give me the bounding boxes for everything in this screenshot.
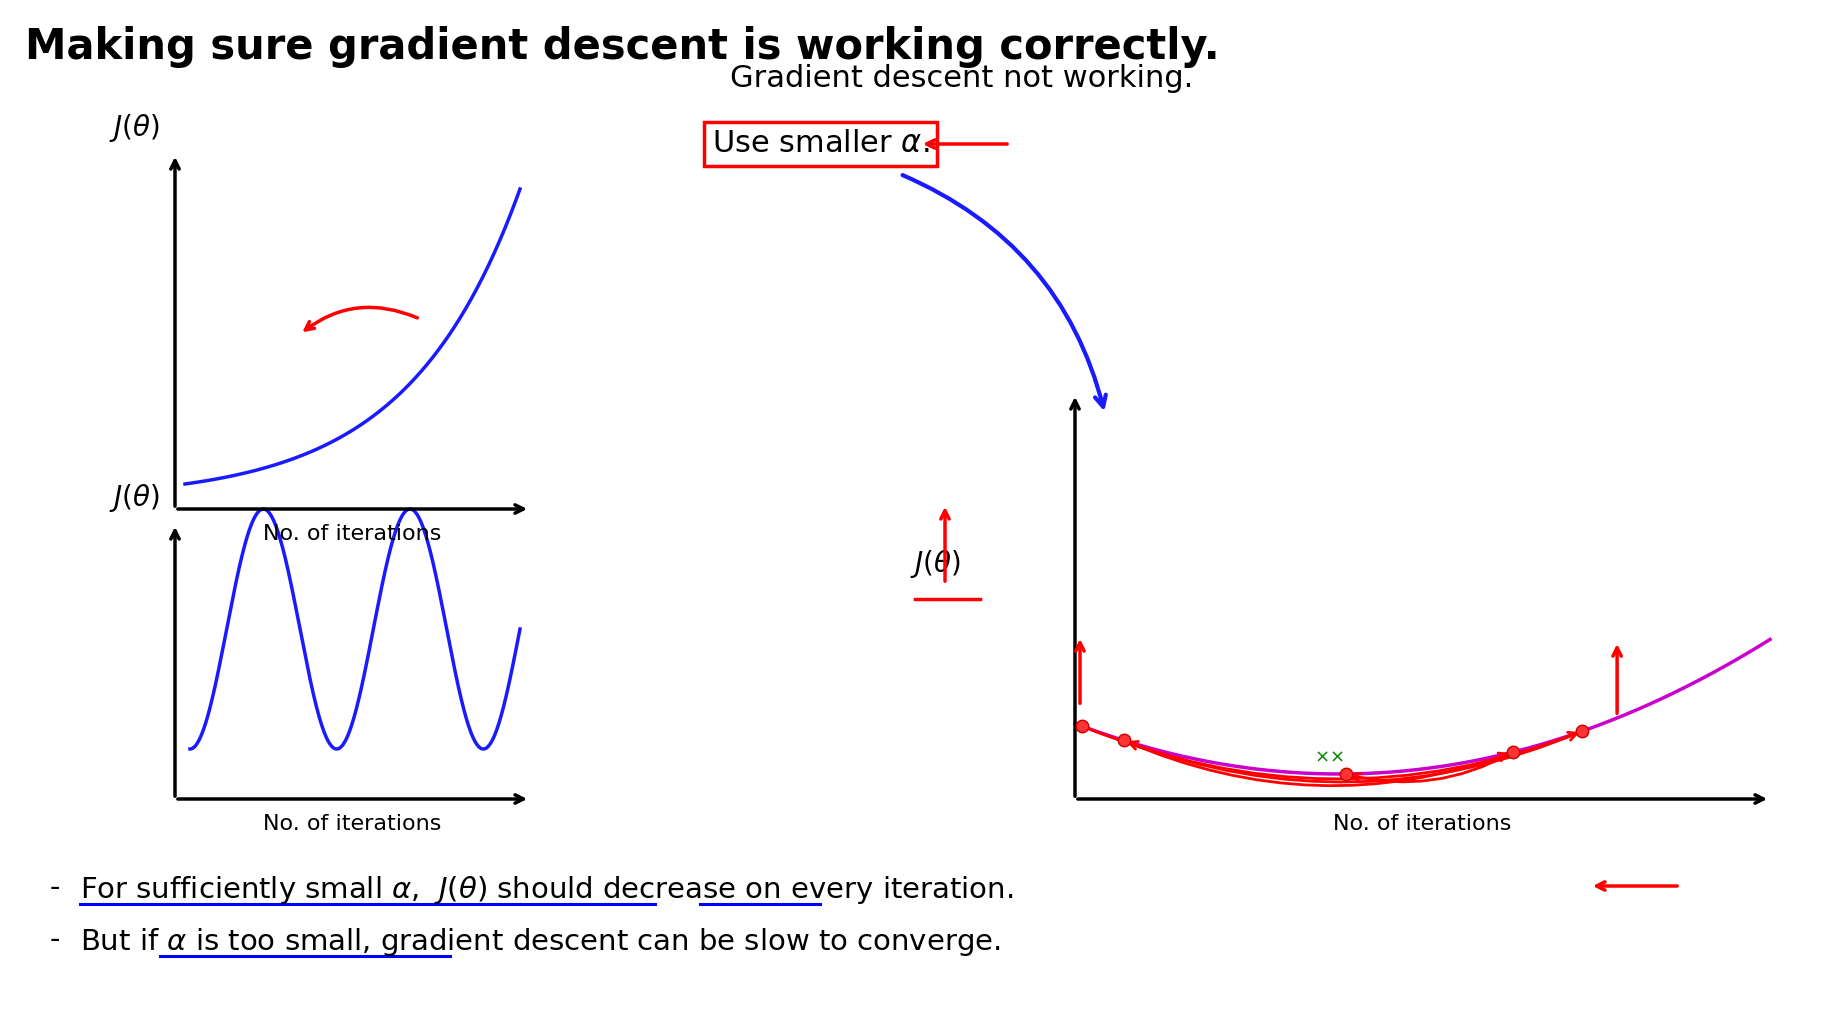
- Text: $J(\theta)$: $J(\theta)$: [909, 548, 961, 580]
- Text: $\times\!\times$: $\times\!\times$: [1314, 748, 1343, 766]
- Text: No. of iterations: No. of iterations: [262, 814, 442, 834]
- Text: Use smaller $\alpha$.: Use smaller $\alpha$.: [711, 130, 930, 158]
- Text: $J(\theta)$: $J(\theta)$: [109, 482, 161, 514]
- Text: -: -: [50, 874, 61, 902]
- Text: No. of iterations: No. of iterations: [262, 524, 442, 544]
- Text: Making sure gradient descent is working correctly.: Making sure gradient descent is working …: [26, 26, 1220, 68]
- Text: Gradient descent not working.: Gradient descent not working.: [730, 64, 1194, 93]
- Text: But if $\alpha$ is too small, gradient descent can be slow to converge.: But if $\alpha$ is too small, gradient d…: [79, 926, 1000, 958]
- Text: $J(\theta)$: $J(\theta)$: [109, 112, 161, 144]
- Text: No. of iterations: No. of iterations: [1332, 814, 1512, 834]
- Text: -: -: [50, 926, 61, 954]
- Text: For sufficiently small $\alpha$,  $J(\theta)$ should decrease on every iteration: For sufficiently small $\alpha$, $J(\the…: [79, 874, 1013, 906]
